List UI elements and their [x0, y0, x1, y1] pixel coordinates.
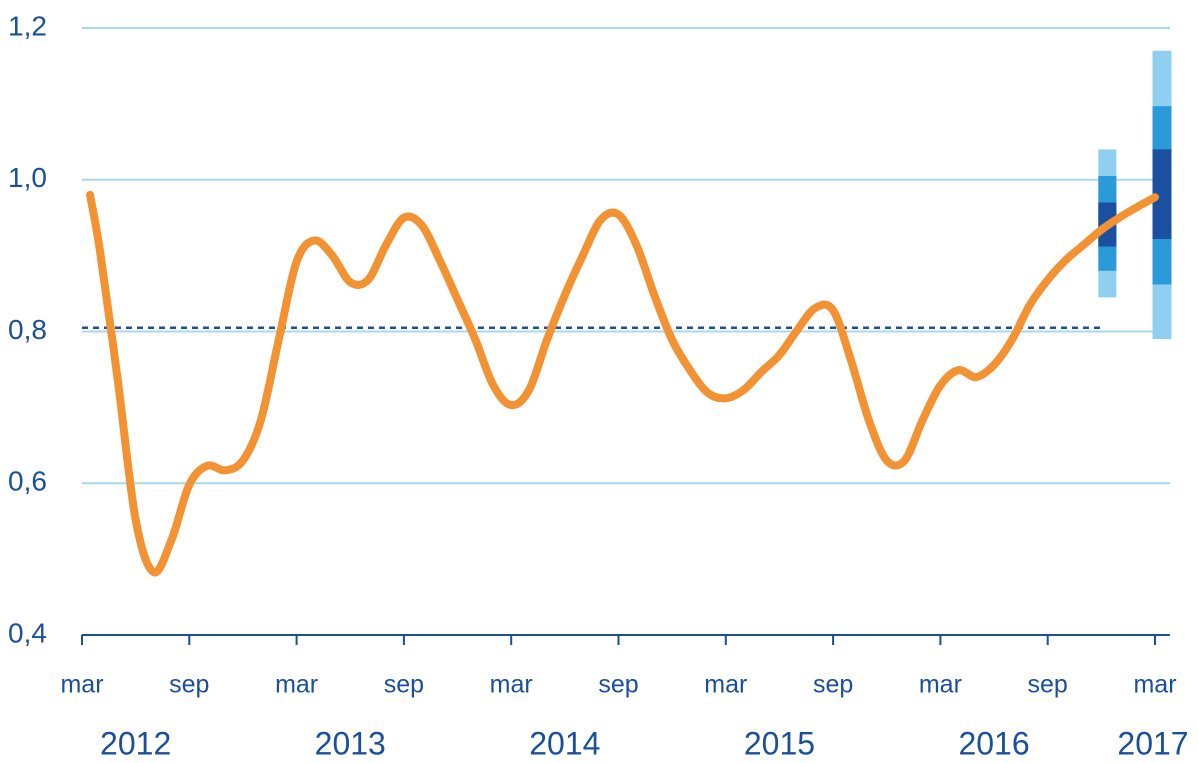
x-tick-label: mar — [60, 671, 103, 699]
year-label: 2017 — [1117, 725, 1188, 761]
series-line — [86, 190, 1159, 577]
x-tick-label: mar — [1133, 671, 1176, 699]
y-tick-label: 0,6 — [8, 466, 47, 497]
x-tick-label: mar — [490, 671, 533, 699]
fan-band — [1152, 149, 1172, 239]
y-tick-label: 1,2 — [8, 10, 47, 41]
y-tick-label: 0,4 — [8, 617, 47, 648]
x-tick-label: sep — [169, 671, 209, 699]
year-label: 2016 — [958, 725, 1029, 761]
y-tick-label: 0,8 — [8, 314, 47, 345]
x-tick-label: mar — [275, 671, 318, 699]
x-tick-label: sep — [1028, 671, 1068, 699]
x-tick-label: mar — [919, 671, 962, 699]
y-tick-label: 1,0 — [8, 162, 47, 193]
x-tick-label: sep — [598, 671, 638, 699]
year-label: 2015 — [744, 725, 815, 761]
x-tick-label: sep — [384, 671, 424, 699]
year-label: 2014 — [529, 725, 600, 761]
x-tick-label: sep — [813, 671, 853, 699]
year-label: 2012 — [100, 725, 171, 761]
year-label: 2013 — [315, 725, 386, 761]
x-tick-label: mar — [704, 671, 747, 699]
